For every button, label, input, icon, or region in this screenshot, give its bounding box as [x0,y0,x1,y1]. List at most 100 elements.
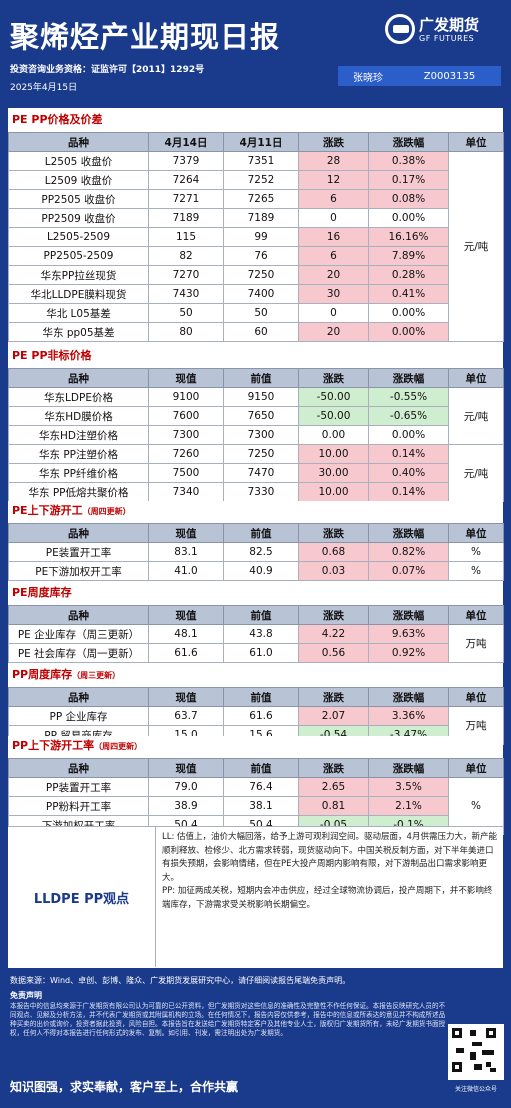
item-name-cell: 华东 PP注塑价格 [8,444,149,464]
item-name-cell: PP2505 收盘价 [8,189,149,209]
item-name-cell: 华东 pp05基差 [8,322,149,342]
disclaimer-text: 本报告中的信息均来源于广发期货有限公司认为可靠的已公开资料，但广发期货对这些信息… [10,1002,446,1037]
table-row: 华东HD膜价格 7600 7650 -50.00 -0.65% [8,406,504,426]
previous-value-cell: 7252 [223,170,299,190]
current-value-cell: 82 [148,246,224,266]
section-title-pe-operating: PE上下游开工（周四更新） [8,501,503,521]
item-name-cell: L2509 收盘价 [8,170,149,190]
previous-value-cell: 7650 [223,406,299,426]
previous-value-cell: 7265 [223,189,299,209]
current-value-cell: 50 [148,303,224,323]
section-note-pp-inventory: （周三更新） [72,671,121,680]
table-row: 华东PP拉丝现货 7270 7250 20 0.28% [8,265,504,285]
previous-value-cell: 7400 [223,284,299,304]
pp-operating-table: 品种 现值 前值 涨跌 涨跌幅 单位 PP装置开工率 79.0 76.4 2.65 3.5%% PP粉… [8,758,504,835]
table-row: 华东 PP低熔共聚价格 7340 7330 10.00 0.14% [8,482,504,502]
change-percent-cell: 0.41% [368,284,449,304]
nonstandard-price-table: 品种 现值 前值 涨跌 涨跌幅 单位 华东LDPE价格 9100 9150 -50.00 -0.55… [8,368,504,502]
table-row: PE装置开工率 83.1 82.5 0.68 0.82%% [8,542,504,562]
current-value-cell: 38.9 [148,796,224,816]
column-header: 单位 [448,523,504,543]
change-value-cell: 10.00 [298,482,369,502]
column-header: 前值 [223,368,299,388]
item-name-cell: PE下游加权开工率 [8,561,149,581]
previous-value-cell: 9150 [223,387,299,407]
previous-value-cell: 76.4 [223,777,299,797]
change-value-cell: -50.00 [298,406,369,426]
column-header: 单位 [448,132,504,152]
report-body: PE PP价格及价差 品种 4月14日 4月11日 涨跌 涨跌幅 单位 L2505 收盘价 7… [8,108,504,968]
column-header: 4月11日 [223,132,299,152]
item-name-cell: PP粉料开工率 [8,796,149,816]
table-row: PP2509 收盘价 7189 7189 0 0.00% [8,208,504,228]
current-value-cell: 7430 [148,284,224,304]
change-value-cell: 16 [298,227,369,247]
change-percent-cell: 0.00% [368,425,449,445]
change-percent-cell: 0.08% [368,189,449,209]
table-header-row: 品种 4月14日 4月11日 涨跌 涨跌幅 单位 [8,132,504,152]
qr-caption: 关注微信公众号 [454,1086,497,1093]
section-title-pe-operating-main: PE上下游开工 [12,504,83,517]
change-value-cell: 0.68 [298,542,369,562]
previous-value-cell: 7470 [223,463,299,483]
column-header: 现值 [148,368,224,388]
price-spread-table: 品种 4月14日 4月11日 涨跌 涨跌幅 单位 L2505 收盘价 7379 7351 28 0.… [8,132,504,342]
report-title: 聚烯烃产业期现日报 [10,20,281,54]
change-percent-cell: -0.55% [368,387,449,407]
item-name-cell: L2505 收盘价 [8,151,149,171]
column-header: 品种 [8,368,149,388]
gf-futures-logo: 广发期货 GF FUTURES [385,12,503,52]
section-note-pe-operating: （周四更新） [82,507,131,516]
previous-value-cell: 7300 [223,425,299,445]
change-percent-cell: 0.17% [368,170,449,190]
table-row: 华北LLDPE膜料现货 7430 7400 30 0.41% [8,284,504,304]
column-header: 涨跌 [298,758,369,778]
section-title-nonstandard-price: PE PP非标价格 [8,346,503,366]
item-name-cell: PP2509 收盘价 [8,208,149,228]
views-pp: PP: 加征两成关税，短期内会冲击供应，经过全球物流协调后，投产周期下，并不影响… [162,886,493,910]
current-value-cell: 83.1 [148,542,224,562]
change-value-cell: 6 [298,189,369,209]
analyst-name: 张晓珍 [353,72,383,84]
current-value-cell: 7500 [148,463,224,483]
change-percent-cell: 7.89% [368,246,449,266]
current-value-cell: 7264 [148,170,224,190]
column-header: 现值 [148,523,224,543]
previous-value-cell: 60 [223,322,299,342]
current-value-cell: 7271 [148,189,224,209]
table-header-row: 品种 现值 前值 涨跌 涨跌幅 单位 [8,523,504,543]
column-header: 品种 [8,687,149,707]
table-row: 华东HD注塑价格 7300 7300 0.00 0.00% [8,425,504,445]
report-header: 聚烯烃产业期现日报 广发期货 GF FUTURES 投资咨询业务资格：证监许可【… [0,0,511,100]
column-header: 涨跌幅 [368,368,449,388]
qr-code-icon[interactable] [448,1024,504,1080]
table-header-row: 品种 现值 前值 涨跌 涨跌幅 单位 [8,605,504,625]
previous-value-cell: 99 [223,227,299,247]
change-percent-cell: 0.00% [368,303,449,323]
pe-inventory-table: 品种 现值 前值 涨跌 涨跌幅 单位 PE 企业库存（周三更新） 48.1 43.8 4.22 9.… [8,605,504,663]
current-value-cell: 41.0 [148,561,224,581]
column-header: 涨跌幅 [368,605,449,625]
report-date: 2025年4月15日 [10,83,78,93]
previous-value-cell: 43.8 [223,624,299,644]
current-value-cell: 80 [148,322,224,342]
change-value-cell: 12 [298,170,369,190]
item-name-cell: 华北 L05基差 [8,303,149,323]
previous-value-cell: 76 [223,246,299,266]
column-header: 品种 [8,132,149,152]
table-header-row: 品种 现值 前值 涨跌 涨跌幅 单位 [8,758,504,778]
current-value-cell: 48.1 [148,624,224,644]
table-row: PP粉料开工率 38.9 38.1 0.81 2.1% [8,796,504,816]
disclaimer-title: 免责声明 [10,991,42,1000]
section-title-pp-inventory: PP周度库存（周三更新） [8,665,503,685]
change-value-cell: 6 [298,246,369,266]
column-header: 涨跌幅 [368,523,449,543]
logo-cn-text: 广发期货 [419,16,480,34]
table-row: 华东 pp05基差 80 60 20 0.00% [8,322,504,342]
column-header: 单位 [448,758,504,778]
column-header: 单位 [448,687,504,707]
change-percent-cell: 0.38% [368,151,449,171]
previous-value-cell: 61.6 [223,706,299,726]
current-value-cell: 115 [148,227,224,247]
table-row: PP装置开工率 79.0 76.4 2.65 3.5%% [8,777,504,835]
